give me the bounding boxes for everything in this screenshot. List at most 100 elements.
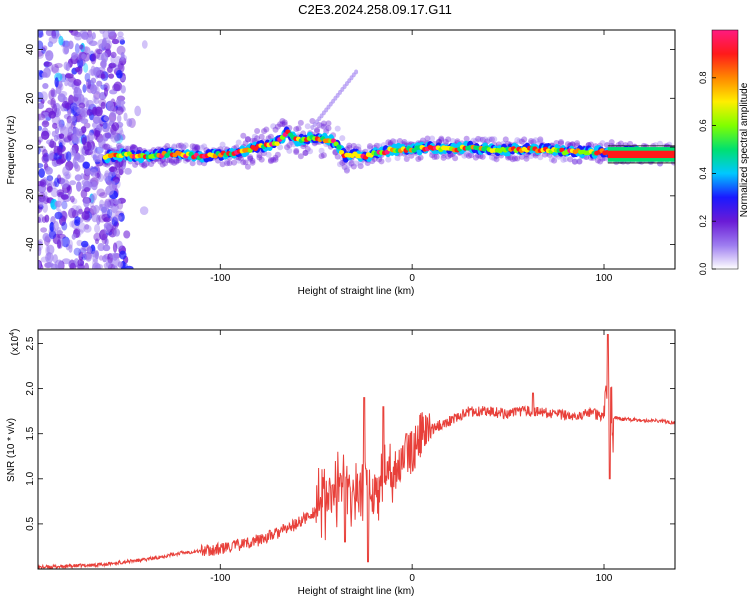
- noise-blob: [89, 53, 96, 62]
- ridge-glow: [574, 140, 581, 147]
- ridge-glow: [274, 123, 281, 130]
- ridge-glow: [279, 118, 286, 125]
- noise-blob: [42, 112, 50, 118]
- ridge-glow: [219, 141, 226, 148]
- ridge-glow: [657, 140, 664, 147]
- noise-blob: [38, 50, 44, 57]
- ridge-glow: [463, 151, 470, 158]
- ridge-glow: [201, 143, 208, 150]
- noise-blob: [104, 131, 112, 139]
- noise-blob: [74, 66, 81, 73]
- ridge-glow: [346, 162, 353, 169]
- ridge-glow: [178, 142, 185, 149]
- ridge-glow: [385, 156, 392, 163]
- noise-blob: [106, 101, 113, 107]
- ridge-glow: [424, 135, 431, 142]
- noise-blob: [58, 133, 65, 139]
- noise-blob: [96, 49, 103, 55]
- ridge-glow: [244, 163, 251, 170]
- noise-blob: [61, 236, 70, 248]
- snr-y-label: SNR (10 * v/v): [6, 418, 17, 482]
- heatmap-x-ticks: -100 0 100: [210, 30, 613, 284]
- ridge-glow: [516, 138, 523, 145]
- noise-blob: [83, 224, 92, 233]
- ridge-glow: [514, 155, 521, 162]
- noise-blob: [77, 229, 84, 235]
- ridge-glow: [194, 145, 201, 152]
- ridge-glow: [141, 162, 148, 169]
- ridge-glow: [173, 157, 180, 164]
- noise-blob: [69, 102, 78, 111]
- noise-blob: [50, 187, 59, 198]
- ridge-glow: [567, 156, 574, 163]
- heatmap-y-label: Frequency (Hz): [6, 116, 17, 185]
- noise-blob: [87, 246, 92, 254]
- noise-blob: [89, 50, 95, 62]
- ridge-glow: [491, 136, 498, 143]
- ridge-glow: [394, 155, 401, 162]
- ridge-glow: [343, 166, 350, 173]
- noise-blob: [101, 213, 111, 222]
- ridge-glow: [403, 156, 410, 163]
- noise-blob: [61, 201, 68, 210]
- noise-blob: [111, 38, 120, 45]
- y-tick-label: 1.5: [25, 426, 36, 440]
- ridge-glow: [256, 152, 263, 159]
- noise-blob: [80, 107, 89, 118]
- snr-x-ticks: -100 0 100: [210, 330, 613, 584]
- ridge-glow: [272, 154, 279, 161]
- noise-blob: [50, 87, 56, 97]
- ridge-glow: [445, 136, 452, 143]
- ridge-glow: [302, 150, 309, 157]
- noise-blob: [38, 146, 41, 155]
- noise-blob: [42, 202, 48, 213]
- ridge-glow: [431, 154, 438, 161]
- ridge-glow: [396, 138, 403, 145]
- ridge-glow: [350, 163, 357, 170]
- noise-blob: [45, 30, 54, 37]
- colorbar-tick-label: 0.6: [698, 119, 708, 132]
- noise-blob: [81, 53, 87, 60]
- y-tick-label: 0.5: [25, 517, 36, 531]
- noise-blob: [76, 52, 85, 61]
- ridge-glow: [518, 138, 525, 145]
- noise-blob: [73, 105, 81, 113]
- noise-blob: [76, 58, 84, 69]
- ridge-glow: [293, 149, 300, 156]
- ridge-glow: [438, 135, 445, 142]
- ridge-glow: [286, 147, 293, 154]
- noise-blob: [93, 155, 100, 163]
- noise-blob: [38, 240, 44, 252]
- noise-blob: [100, 58, 107, 69]
- ridge-glow: [562, 156, 569, 163]
- ridge-glow: [530, 139, 537, 146]
- ridge-glow: [482, 136, 489, 143]
- ridge-glow: [182, 157, 189, 164]
- noise-blob: [84, 72, 91, 82]
- ridge-glow: [235, 139, 242, 146]
- ridge-glow: [530, 138, 537, 145]
- noise-blob: [65, 62, 71, 72]
- noise-blob: [41, 216, 47, 223]
- ridge-glow: [281, 121, 288, 128]
- noise-blob: [79, 44, 84, 50]
- noise-blob: [70, 146, 76, 157]
- ridge-glow: [571, 158, 578, 165]
- ridge-glow: [366, 143, 373, 150]
- ridge-glow: [162, 160, 169, 167]
- ridge-glow: [320, 120, 327, 127]
- ridge-glow: [272, 126, 279, 133]
- ridge-glow: [171, 143, 178, 150]
- noise-blob: [91, 262, 101, 269]
- ridge-glow: [604, 142, 611, 149]
- noise-blob: [57, 146, 63, 156]
- ridge-glow: [564, 141, 571, 148]
- noise-blob: [94, 130, 101, 138]
- ridge-glow: [307, 148, 314, 155]
- noise-blob: [39, 195, 47, 204]
- noise-blob: [116, 168, 125, 176]
- noise-blob: [106, 66, 113, 74]
- ridge-glow: [486, 136, 493, 143]
- ridge-glow: [350, 142, 357, 149]
- noise-blob: [107, 30, 116, 37]
